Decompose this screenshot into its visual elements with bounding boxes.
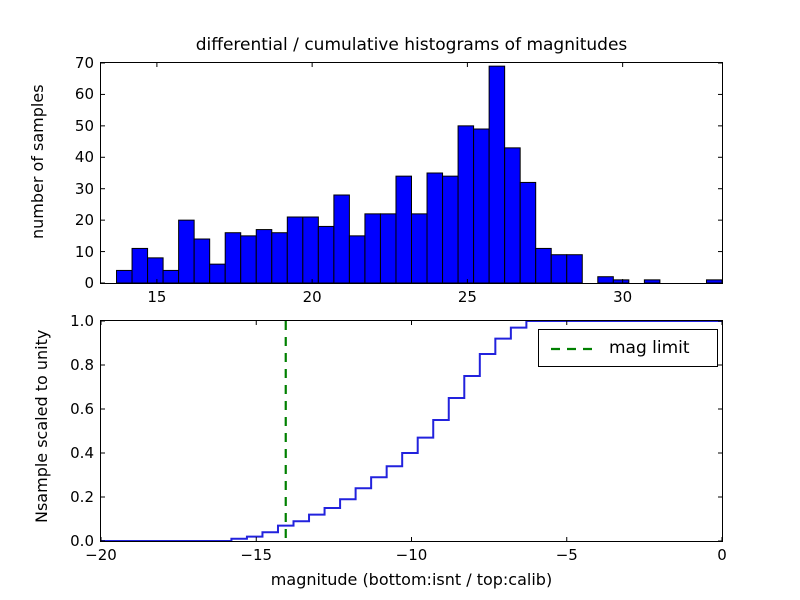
histogram-bar xyxy=(209,263,226,283)
top-y-tick: 10 xyxy=(74,242,94,261)
bottom-y-tick: 0.2 xyxy=(70,488,94,506)
histogram-bar xyxy=(519,181,537,283)
histogram-bar xyxy=(488,65,506,283)
bottom-x-tick: −15 xyxy=(240,546,273,564)
histogram-bar xyxy=(457,125,475,283)
legend: mag limit xyxy=(538,329,718,367)
top-x-tick: 15 xyxy=(147,288,167,306)
histogram-bar xyxy=(504,147,521,283)
histogram-bar xyxy=(224,232,242,283)
top-x-tick: 30 xyxy=(613,288,633,306)
top-y-axis-label: number of samples xyxy=(28,84,47,239)
figure-title: differential / cumulative histograms of … xyxy=(195,35,628,55)
legend-entry-label: mag limit xyxy=(609,338,690,358)
differential-histogram-plot xyxy=(101,63,722,283)
top-x-tick: 25 xyxy=(457,288,477,306)
histogram-bar xyxy=(379,213,397,283)
bottom-y-tick: 0.6 xyxy=(70,400,94,418)
histogram-bar xyxy=(550,254,568,283)
dashed-line-swatch-icon xyxy=(549,341,595,355)
histogram-bar xyxy=(643,279,661,283)
histogram-bar xyxy=(364,213,381,283)
top-y-tick: 40 xyxy=(74,148,94,167)
top-x-tick: 20 xyxy=(302,288,322,306)
histogram-bar xyxy=(255,229,273,283)
bottom-y-tick: 1.0 xyxy=(70,312,94,330)
histogram-bar xyxy=(535,247,552,283)
histogram-bar xyxy=(302,216,319,283)
cumulative-step-line xyxy=(101,321,722,541)
bottom-x-tick: −10 xyxy=(395,546,428,564)
histogram-bar xyxy=(131,247,149,283)
histogram-bar xyxy=(473,128,490,283)
bottom-x-tick: −5 xyxy=(555,546,578,564)
histogram-bar xyxy=(162,269,180,283)
histogram-bar xyxy=(286,216,304,283)
bottom-x-axis-label: magnitude (bottom:isnt / top:calib) xyxy=(270,570,553,589)
top-y-tick: 60 xyxy=(74,85,94,104)
histogram-bar xyxy=(178,219,195,283)
bottom-y-tick: 0.4 xyxy=(70,444,94,462)
histogram-bar xyxy=(348,235,366,283)
histogram-bar xyxy=(411,213,428,283)
histogram-bar xyxy=(395,175,413,283)
top-y-tick: 70 xyxy=(74,54,94,72)
top-y-tick: 0 xyxy=(84,274,94,292)
top-axes-differential-histogram xyxy=(100,62,723,284)
histogram-bar xyxy=(116,269,133,283)
bottom-y-tick: 0.0 xyxy=(70,532,94,550)
histogram-bar xyxy=(271,232,288,283)
histogram-bar xyxy=(566,254,583,283)
histogram-bar xyxy=(442,175,459,283)
histogram-bar xyxy=(333,194,350,283)
bottom-y-tick: 0.8 xyxy=(70,356,94,374)
histogram-bar xyxy=(317,225,335,283)
histogram-bar xyxy=(612,279,630,283)
histogram-bar xyxy=(147,257,164,283)
bottom-x-tick: −20 xyxy=(85,546,117,564)
bottom-x-tick: 0 xyxy=(717,546,727,564)
cumulative-histogram-plot xyxy=(101,321,722,541)
histogram-bar xyxy=(426,172,444,283)
top-y-tick: 20 xyxy=(74,211,94,230)
histogram-bar xyxy=(240,235,257,283)
histogram-bar xyxy=(193,238,211,283)
histogram-bar xyxy=(597,276,614,283)
top-y-tick: 50 xyxy=(74,116,94,135)
top-y-tick: 30 xyxy=(74,179,94,198)
